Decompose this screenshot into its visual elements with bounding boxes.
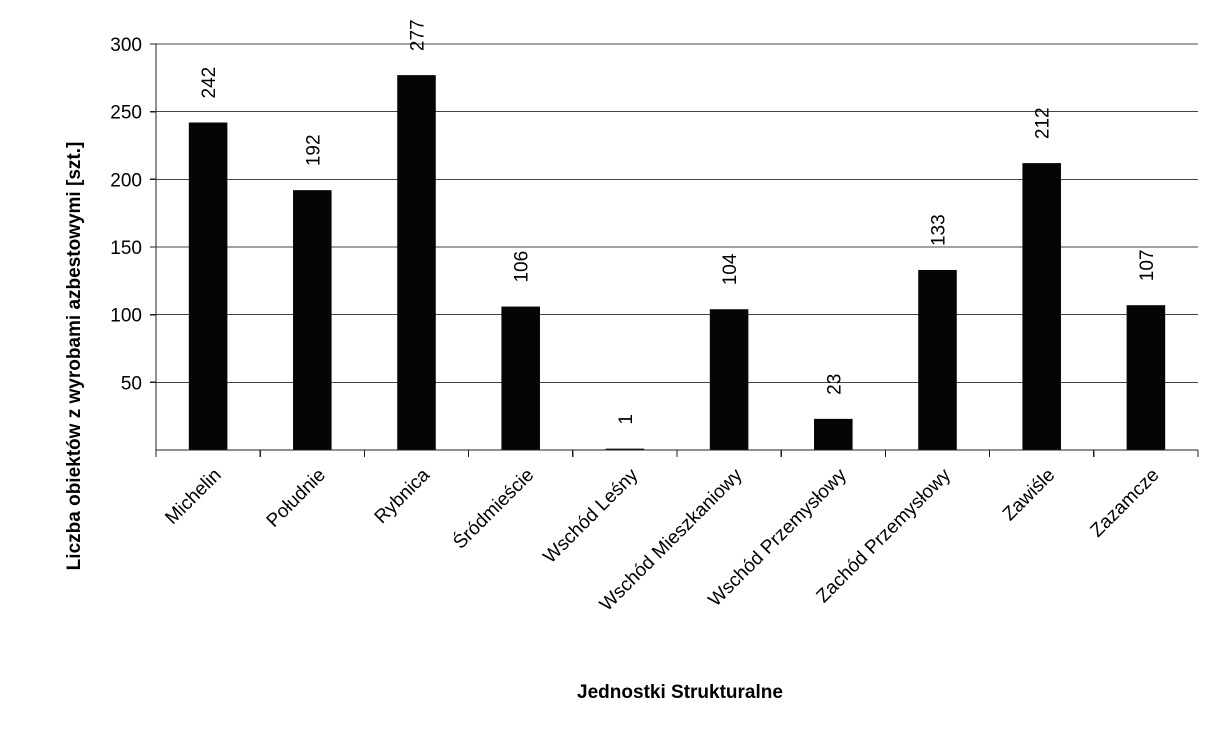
bar-3 xyxy=(397,75,436,451)
data-label-5: 1 xyxy=(616,414,637,425)
bar-6 xyxy=(709,309,749,450)
data-label-3: 277 xyxy=(408,19,429,51)
data-label-8: 133 xyxy=(929,214,950,246)
y-tick-labels: 50 100 150 200 250 300 xyxy=(110,35,142,394)
y-tick-label: 100 xyxy=(110,306,142,327)
category-label-9: Zawiśle xyxy=(999,465,1059,525)
bar-7 xyxy=(814,418,853,450)
bar-8 xyxy=(918,270,957,450)
bar-2 xyxy=(293,190,332,450)
data-label-1: 242 xyxy=(199,67,220,99)
data-label-4: 106 xyxy=(512,251,533,283)
bars xyxy=(188,75,1166,451)
data-label-2: 192 xyxy=(303,134,324,166)
y-tick-label: 250 xyxy=(110,103,142,124)
data-label-7: 23 xyxy=(824,374,845,395)
bar-9 xyxy=(1022,163,1061,451)
bar-10 xyxy=(1126,305,1166,450)
category-label-2: Południe xyxy=(263,465,330,532)
data-label-9: 212 xyxy=(1033,107,1054,139)
x-axis-title: Jednostki Strukturalne xyxy=(577,682,783,703)
y-axis-title: Liczba obiektów z wyrobami azbestowymi [… xyxy=(64,142,85,571)
data-label-6: 104 xyxy=(720,253,741,285)
y-tick-label: 150 xyxy=(110,238,142,259)
category-label-3: Rybnica xyxy=(371,464,435,528)
data-labels: 242 192 277 106 1 104 23 133 212 107 xyxy=(199,19,1158,424)
axes xyxy=(150,43,1199,457)
y-tick-label: 50 xyxy=(121,373,142,394)
data-label-10: 107 xyxy=(1137,249,1158,281)
bar-5 xyxy=(605,448,645,450)
y-tick-label: 200 xyxy=(110,170,142,191)
category-label-10: Zazamcze xyxy=(1087,465,1164,542)
bar-4 xyxy=(501,306,540,450)
bar-1 xyxy=(188,122,228,450)
category-labels: Michelin Południe Rybnica Śródmieście Wschód… xyxy=(161,464,1163,615)
y-tick-label: 300 xyxy=(110,35,142,56)
category-label-1: Michelin xyxy=(161,465,225,529)
category-label-5: Wschód Leśny xyxy=(539,464,642,567)
category-label-4: Śródmieście xyxy=(449,464,538,553)
